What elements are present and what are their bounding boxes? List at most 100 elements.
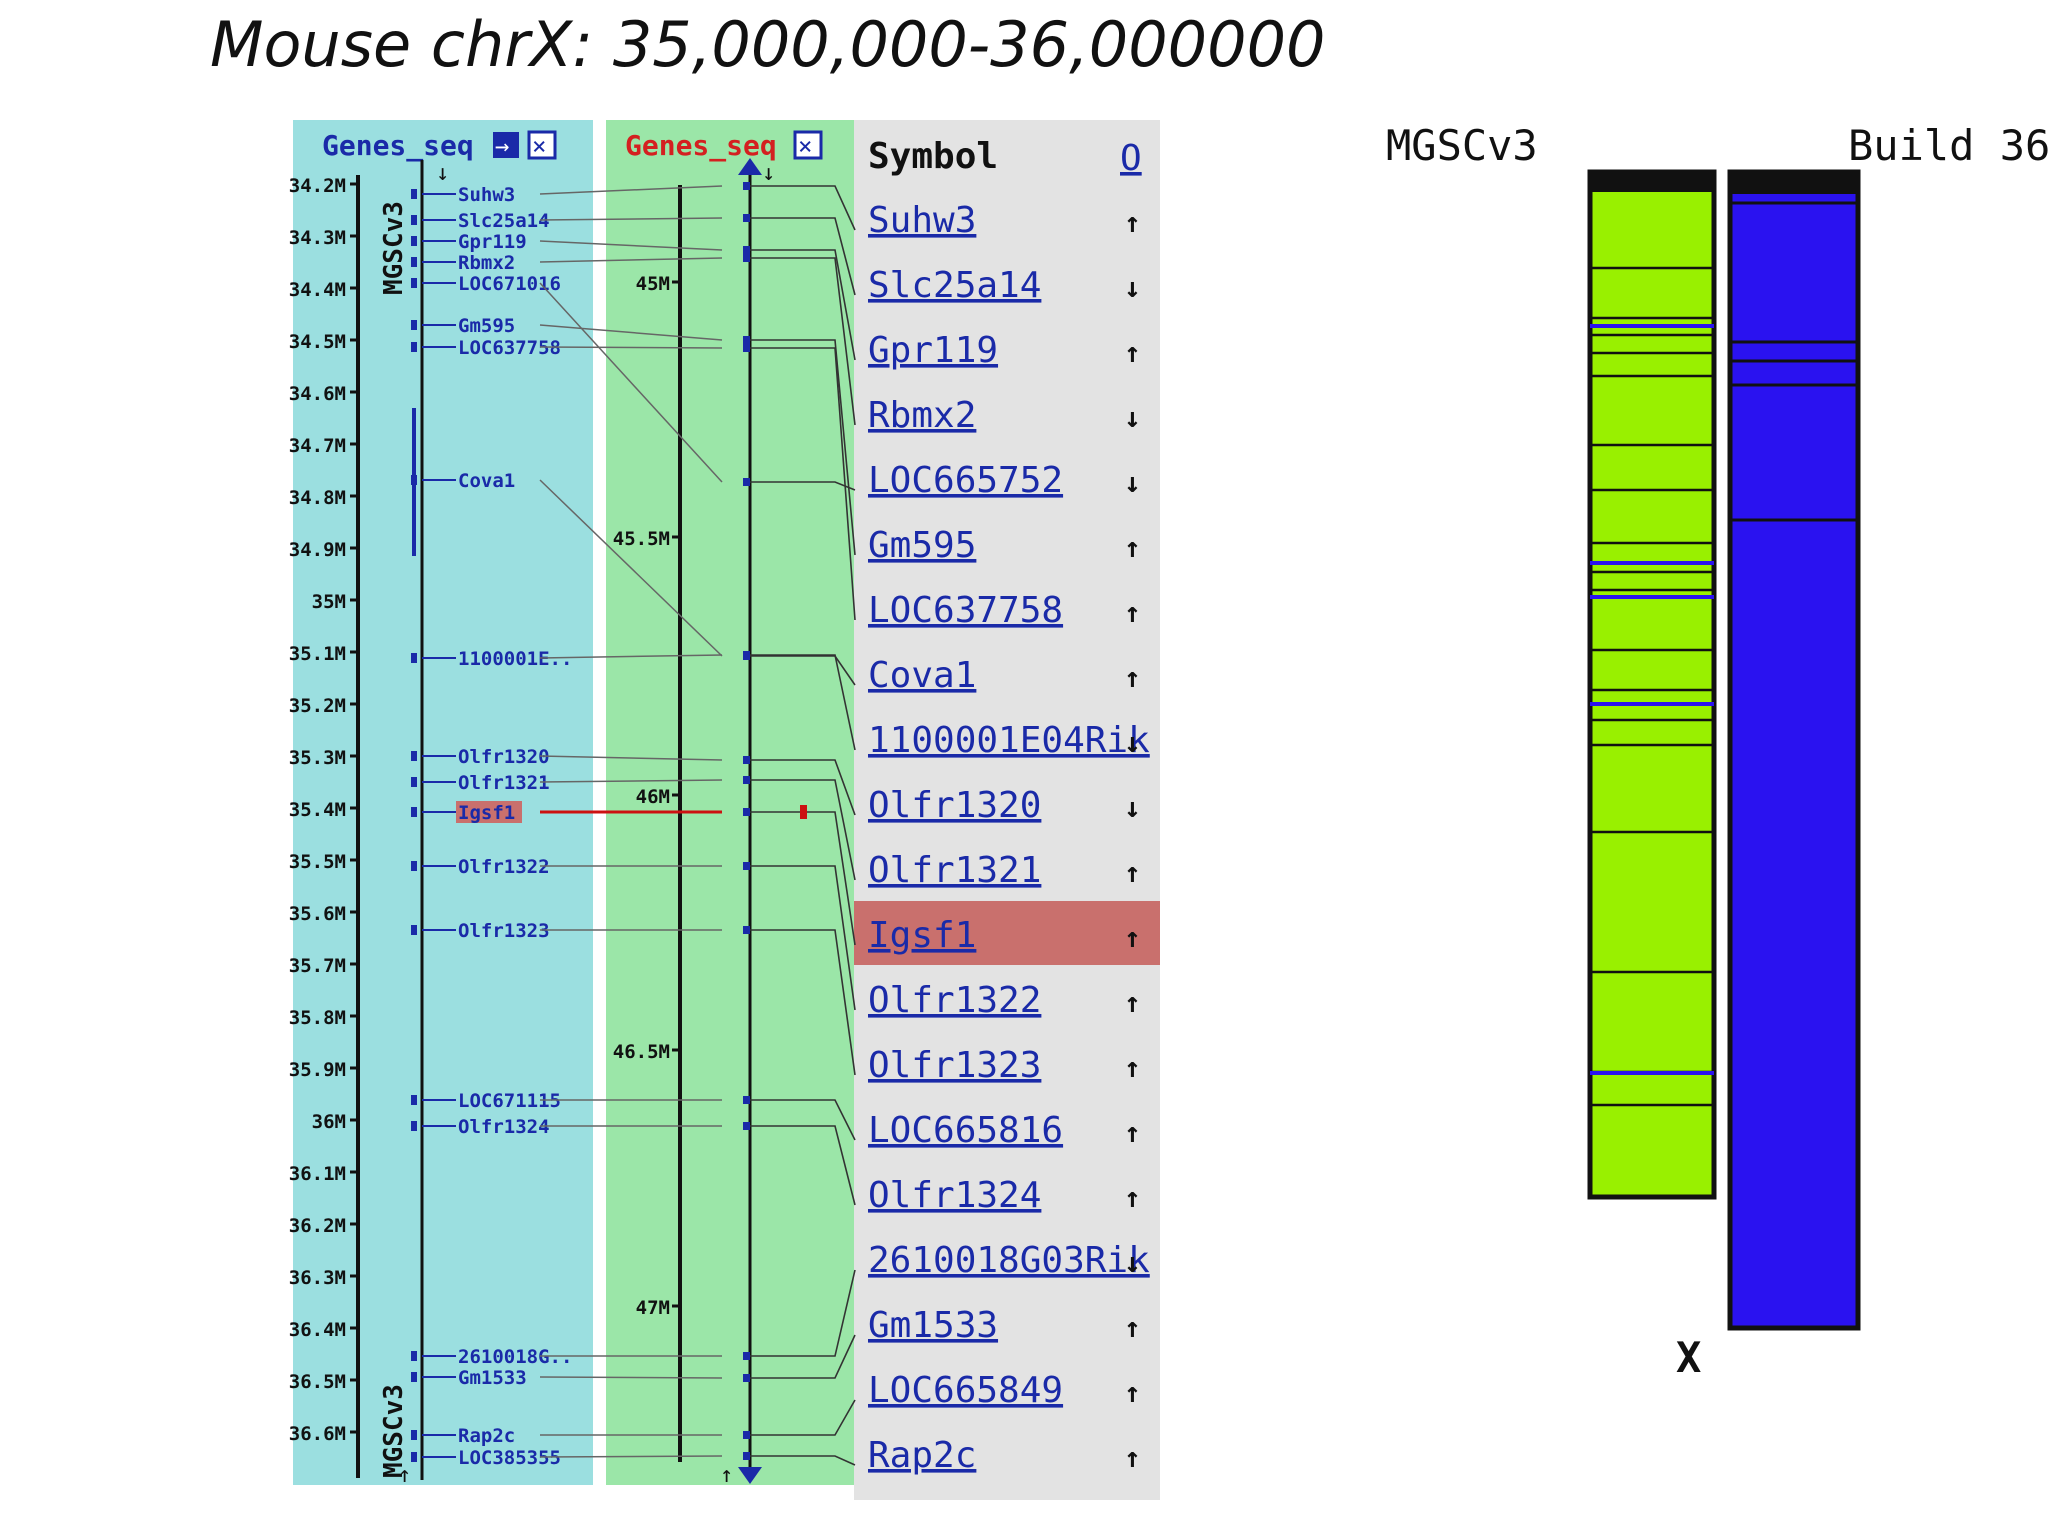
gene-feature[interactable]: LOC671115 [411, 1090, 561, 1112]
svg-text:LOC637758: LOC637758 [458, 337, 561, 359]
left-track-header: Genes_seq [322, 129, 474, 162]
symbol-row[interactable]: Rbmx2 ↓ [868, 395, 1141, 436]
svg-text:34.2M: 34.2M [289, 175, 346, 197]
left-tick: 36M [312, 1111, 358, 1133]
left-tick: 36.4M [289, 1319, 358, 1341]
left-tick: 35.3M [289, 747, 358, 769]
gene-feature[interactable]: Gm595 [411, 315, 515, 337]
svg-text:35.3M: 35.3M [289, 747, 346, 769]
symbol-row[interactable]: Gm1533 ↑ [868, 1305, 1141, 1346]
symbol-row[interactable]: Olfr1322 ↑ [868, 980, 1141, 1021]
gene-feature[interactable]: Gm1533 [411, 1367, 527, 1389]
arrow-up-icon: ↑ [1124, 921, 1141, 954]
symbol-panel [854, 120, 1160, 1500]
gene-feature[interactable]: Rbmx2 [411, 252, 515, 274]
down-arrow-icon [738, 1467, 762, 1484]
symbol-row[interactable]: Olfr1320 ↓ [868, 785, 1141, 826]
left-tick: 35.9M [289, 1059, 358, 1081]
symbol-row[interactable]: Gm595 ↑ [868, 525, 1141, 566]
svg-text:34.5M: 34.5M [289, 331, 346, 353]
left-arrow-bottom: ↑ [398, 1463, 411, 1488]
svg-text:Olfr1321: Olfr1321 [458, 772, 550, 794]
left-tick: 36.2M [289, 1215, 358, 1237]
gene-feature[interactable]: Slc25a14 [411, 210, 550, 232]
svg-text:36.5M: 36.5M [289, 1371, 346, 1393]
symbol-row[interactable]: Slc25a14 ↓ [868, 265, 1141, 306]
left-tick: 35.8M [289, 1007, 358, 1029]
arrow-up-icon: ↑ [1124, 1051, 1141, 1084]
arrow-up-icon: ↑ [1124, 1116, 1141, 1149]
gene-feature[interactable]: Rap2c [411, 1425, 515, 1447]
svg-text:35.8M: 35.8M [289, 1007, 346, 1029]
gene-feature[interactable]: LOC637758 [411, 337, 561, 359]
symbol-row[interactable]: LOC665849 ↑ [868, 1370, 1141, 1411]
gene-feature[interactable]: 2610018G.. [411, 1346, 572, 1368]
svg-text:35.5M: 35.5M [289, 851, 346, 873]
right-close-icon[interactable]: × [793, 130, 823, 160]
gene-feature[interactable]: Olfr1323 [411, 920, 550, 942]
svg-text:46.5M: 46.5M [613, 1041, 670, 1063]
symbol-link: Igsf1 [868, 915, 976, 956]
left-tick: 34.8M [289, 487, 358, 509]
symbol-row[interactable]: Gpr119 ↑ [868, 330, 1141, 371]
svg-text:Slc25a14: Slc25a14 [458, 210, 550, 232]
svg-text:36.1M: 36.1M [289, 1163, 346, 1185]
svg-text:Olfr1324: Olfr1324 [458, 1116, 550, 1138]
sort-icon[interactable]: O [1120, 138, 1142, 179]
chrom-left-label: MGSCv3 [1386, 121, 1538, 170]
gene-feature[interactable]: Suhw3 [411, 184, 515, 206]
symbol-row[interactable]: Olfr1321 ↑ [868, 850, 1141, 891]
svg-text:35.4M: 35.4M [289, 799, 346, 821]
right-arrow-bottom: ↑ [720, 1463, 733, 1488]
svg-text:Rbmx2: Rbmx2 [458, 252, 515, 274]
symbol-link: Olfr1321 [868, 850, 1041, 891]
gene-feature[interactable]: Olfr1322 [411, 856, 550, 878]
gene-feature[interactable]: 1100001E.. [411, 648, 572, 670]
left-tick: 36.3M [289, 1267, 358, 1289]
left-tick: 34.5M [289, 331, 358, 353]
symbol-row[interactable]: Olfr1324 ↑ [868, 1175, 1141, 1216]
svg-text:Olfr1322: Olfr1322 [458, 856, 550, 878]
arrow-down-icon: ↓ [1124, 791, 1141, 824]
symbol-row[interactable]: Suhw3 ↑ [868, 200, 1141, 241]
left-arrow-top: ↓ [436, 161, 449, 186]
arrow-up-icon: ↑ [1124, 596, 1141, 629]
symbol-row[interactable]: Cova1 ↑ [868, 655, 1141, 696]
symbol-row[interactable]: Igsf1 ↑ [868, 915, 1141, 956]
right-arrow-top: ↓ [762, 161, 775, 186]
gene-feature[interactable]: LOC671016 [411, 273, 561, 295]
left-tick: 35M [312, 591, 358, 613]
left-tick: 35.1M [289, 643, 358, 665]
gene-feature[interactable]: Olfr1324 [411, 1116, 550, 1138]
svg-text:34.8M: 34.8M [289, 487, 346, 509]
symbol-row[interactable]: Olfr1323 ↑ [868, 1045, 1141, 1086]
symbol-row[interactable]: LOC637758 ↑ [868, 590, 1141, 631]
symbol-row[interactable]: LOC665752 ↓ [868, 460, 1141, 501]
gene-feature[interactable]: Igsf1 [411, 801, 522, 824]
symbol-row-highlight [854, 901, 1160, 965]
symbol-row[interactable]: 2610018G03Rik↓ [868, 1240, 1150, 1281]
connector-lines [539, 182, 856, 1466]
gene-feature[interactable]: Olfr1321 [411, 772, 550, 794]
left-close-icon[interactable]: × [527, 130, 557, 160]
gene-feature[interactable]: Olfr1320 [411, 746, 550, 768]
symbol-link: LOC637758 [868, 590, 1063, 631]
arrow-up-icon: ↑ [1124, 1181, 1141, 1214]
gene-feature[interactable]: LOC385355 [411, 1447, 561, 1469]
svg-text:36.3M: 36.3M [289, 1267, 346, 1289]
gene-feature[interactable]: Gpr119 [411, 231, 527, 253]
symbol-header: Symbol [868, 136, 998, 177]
symbol-row[interactable]: LOC665816 ↑ [868, 1110, 1141, 1151]
svg-text:35.1M: 35.1M [289, 643, 346, 665]
page-title: Mouse chrX: 35,000,000-36,000000 [210, 8, 1326, 81]
symbol-row[interactable]: 1100001E04Rik↓ [868, 720, 1150, 761]
left-tick: 36.1M [289, 1163, 358, 1185]
arrow-down-icon: ↓ [1124, 726, 1141, 759]
symbol-row[interactable]: Rap2c ↑ [868, 1435, 1141, 1476]
symbol-link: 1100001E04Rik [868, 720, 1150, 761]
arrow-up-icon: ↑ [1124, 856, 1141, 889]
chromosome-mgscv3 [1587, 169, 1717, 1200]
svg-text:Gpr119: Gpr119 [458, 231, 527, 253]
left-move-icon[interactable]: → [493, 132, 519, 160]
